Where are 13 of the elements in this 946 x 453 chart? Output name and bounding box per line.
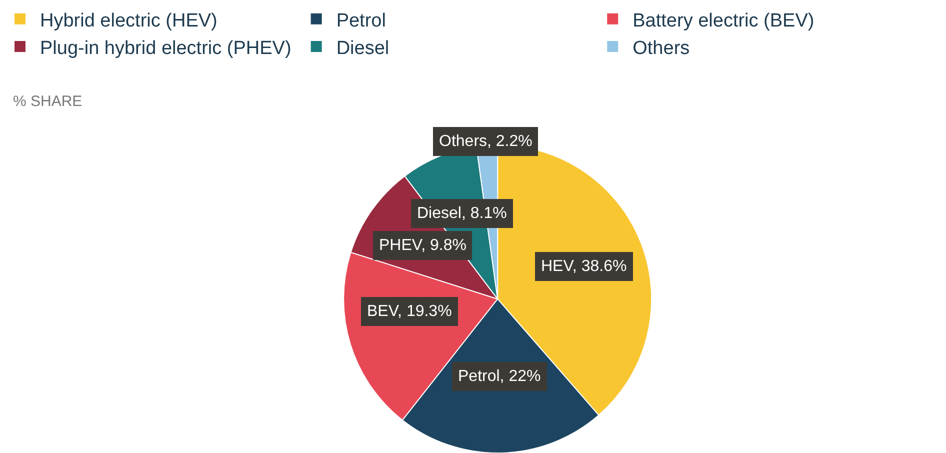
legend-label: Diesel — [336, 38, 390, 59]
legend-label: Others — [632, 38, 690, 59]
text: % SHARE — [13, 93, 82, 110]
legend-label: Battery electric (BEV) — [632, 10, 814, 32]
data-label: Petrol, 22% — [458, 368, 541, 385]
legend-label: Plug-in hybrid electric (PHEV) — [40, 38, 292, 59]
data-label: BEV, 19.3% — [367, 303, 452, 320]
data-label: HEV, 38.6% — [541, 258, 627, 275]
legend-label: Hybrid electric (HEV) — [40, 10, 218, 32]
data-label: Diesel, 8.1% — [417, 205, 507, 222]
data-label: PHEV, 9.8% — [379, 237, 466, 254]
legend-label: Petrol — [336, 10, 386, 32]
data-label: Others, 2.2% — [439, 133, 532, 150]
